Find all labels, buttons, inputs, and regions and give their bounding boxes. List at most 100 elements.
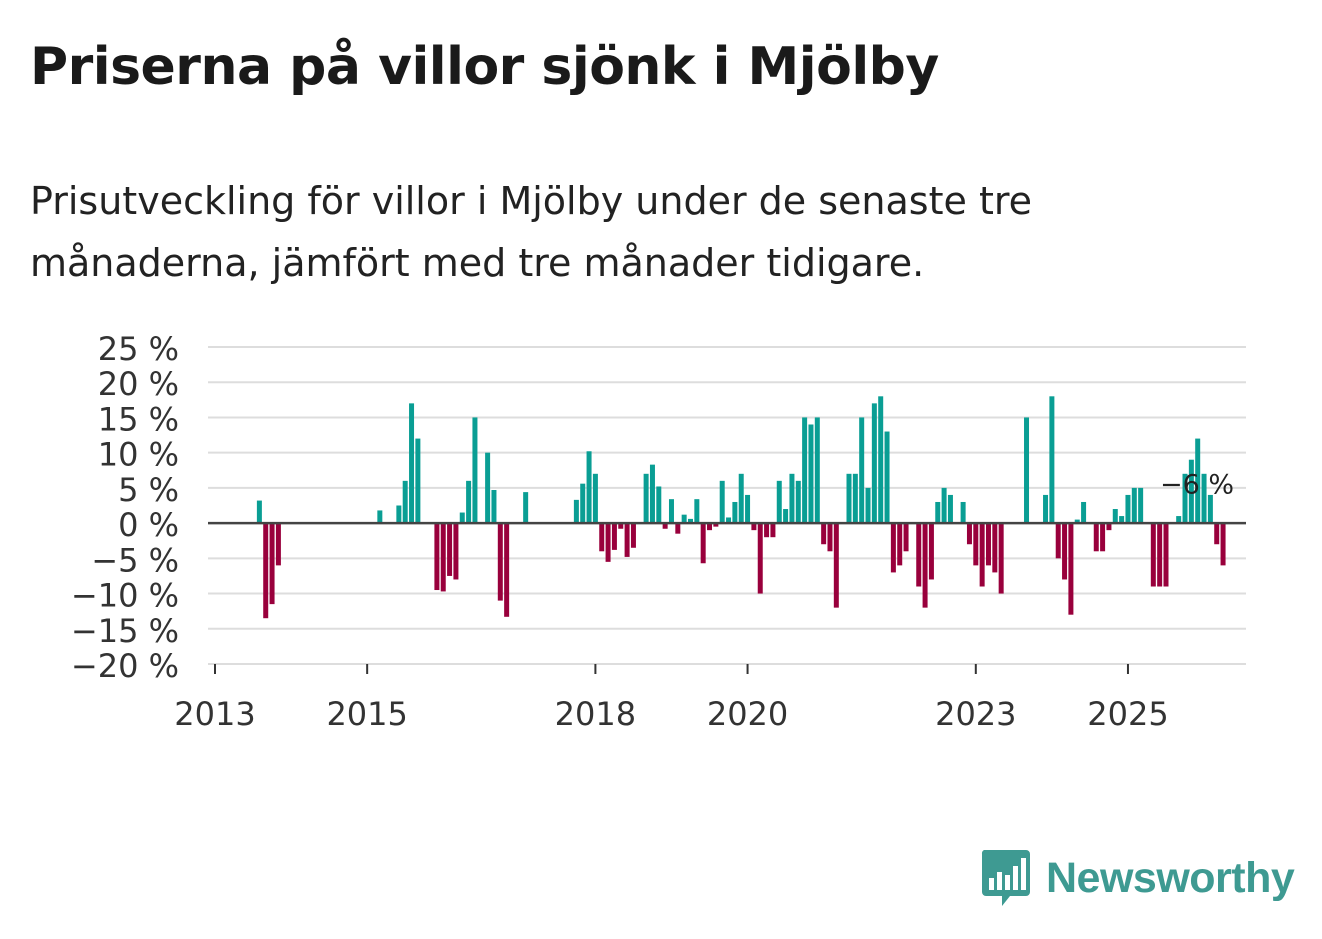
bar-positive: [865, 487, 871, 524]
bar-positive: [688, 518, 693, 524]
bar-positive: [573, 499, 579, 524]
bar-negative: [700, 523, 706, 564]
bar-positive: [1182, 473, 1188, 524]
bar-positive: [485, 452, 491, 524]
bar-negative: [827, 523, 833, 552]
bar-positive: [580, 483, 586, 524]
bar-negative: [833, 523, 839, 608]
bar-positive: [415, 438, 421, 524]
x-tick-label: 2020: [707, 695, 788, 733]
bar-positive: [377, 510, 383, 524]
bar-positive: [719, 480, 725, 524]
bar-positive: [1043, 494, 1049, 524]
bar-negative: [497, 523, 503, 601]
y-tick-label: 15 %: [98, 400, 179, 438]
bar-negative: [979, 523, 985, 587]
bar-negative: [973, 523, 979, 566]
gridlines: [208, 346, 1246, 665]
bar-negative: [985, 523, 991, 566]
bar-negative: [1068, 523, 1074, 615]
bar-positive: [1138, 487, 1144, 524]
bar-negative: [922, 523, 928, 608]
bar-negative: [630, 523, 636, 548]
y-tick-label: −5 %: [91, 541, 179, 579]
bars: [256, 396, 1226, 619]
bar-negative: [890, 523, 896, 573]
bar-negative: [434, 523, 440, 591]
bar-positive: [795, 480, 801, 524]
bar-negative: [764, 523, 770, 538]
bar-positive: [726, 517, 732, 524]
bar-negative: [675, 523, 681, 534]
bar-positive: [814, 417, 820, 524]
bar-positive: [649, 464, 655, 524]
x-axis-labels: 2013 2015 2018 2020 2023 2025: [174, 664, 1169, 733]
y-tick-label: −15 %: [71, 612, 179, 650]
bar-negative: [611, 523, 617, 550]
bar-negative: [1214, 523, 1220, 545]
bar-positive: [878, 396, 884, 524]
bar-positive: [935, 501, 941, 524]
bar-negative: [624, 523, 630, 557]
bar-positive: [783, 509, 789, 524]
x-tick-label: 2015: [326, 695, 407, 733]
x-tick-label: 2025: [1087, 695, 1168, 733]
bar-negative: [1163, 523, 1169, 587]
bar-negative: [605, 523, 611, 562]
bar-positive: [1195, 438, 1201, 524]
chart-subtitle: Prisutveckling för villor i Mjölby under…: [30, 179, 1033, 285]
bar-positive: [1024, 417, 1030, 524]
bar-negative: [662, 523, 668, 529]
bar-positive: [947, 494, 953, 524]
bar-negative: [269, 523, 275, 605]
bar-positive: [1176, 516, 1182, 524]
bar-positive: [643, 473, 649, 524]
bar-negative: [618, 523, 624, 529]
bar-negative: [275, 523, 281, 566]
bar-negative: [821, 523, 827, 545]
bar-negative: [1062, 523, 1068, 580]
bar-positive: [586, 451, 592, 524]
x-tick-label: 2018: [555, 695, 636, 733]
bar-positive: [846, 473, 852, 524]
bar-positive: [472, 417, 478, 524]
x-tick-label: 2013: [174, 695, 255, 733]
y-tick-label: 10 %: [98, 436, 179, 474]
y-tick-label: −10 %: [71, 577, 179, 615]
bar-positive: [808, 424, 814, 524]
bar-positive: [1119, 516, 1125, 524]
bar-negative: [707, 523, 713, 531]
bar-positive: [745, 494, 751, 524]
bar-positive: [491, 490, 497, 524]
bar-negative: [440, 523, 446, 592]
bar-negative: [757, 523, 763, 594]
bar-positive: [523, 492, 529, 524]
y-tick-label: −20 %: [71, 647, 179, 685]
bar-positive: [409, 403, 415, 524]
bar-negative: [713, 523, 719, 527]
bar-negative: [998, 523, 1004, 594]
bar-negative: [928, 523, 934, 580]
bar-negative: [770, 523, 776, 538]
bar-negative: [1100, 523, 1106, 552]
y-axis-labels: 25 %20 %15 %10 %5 %0 %−5 %−10 %−15 %−20 …: [71, 330, 179, 685]
bar-negative: [992, 523, 998, 573]
bar-positive: [789, 473, 795, 524]
bar-positive: [396, 505, 402, 524]
bar-positive: [738, 473, 744, 524]
bar-negative: [897, 523, 903, 566]
bar-negative: [1150, 523, 1156, 587]
bar-positive: [681, 514, 687, 524]
bar-negative: [1220, 523, 1226, 566]
bar-positive: [1131, 487, 1137, 524]
bar-positive: [1074, 519, 1080, 524]
bar-negative: [1106, 523, 1112, 531]
bar-negative: [1055, 523, 1061, 559]
bar-chart-bubble-icon: [981, 850, 1030, 906]
annotation: −6 %: [1160, 470, 1234, 501]
bar-negative: [1093, 523, 1099, 552]
bar-positive: [668, 499, 674, 524]
bar-positive: [852, 473, 858, 524]
bar-positive: [592, 473, 598, 524]
